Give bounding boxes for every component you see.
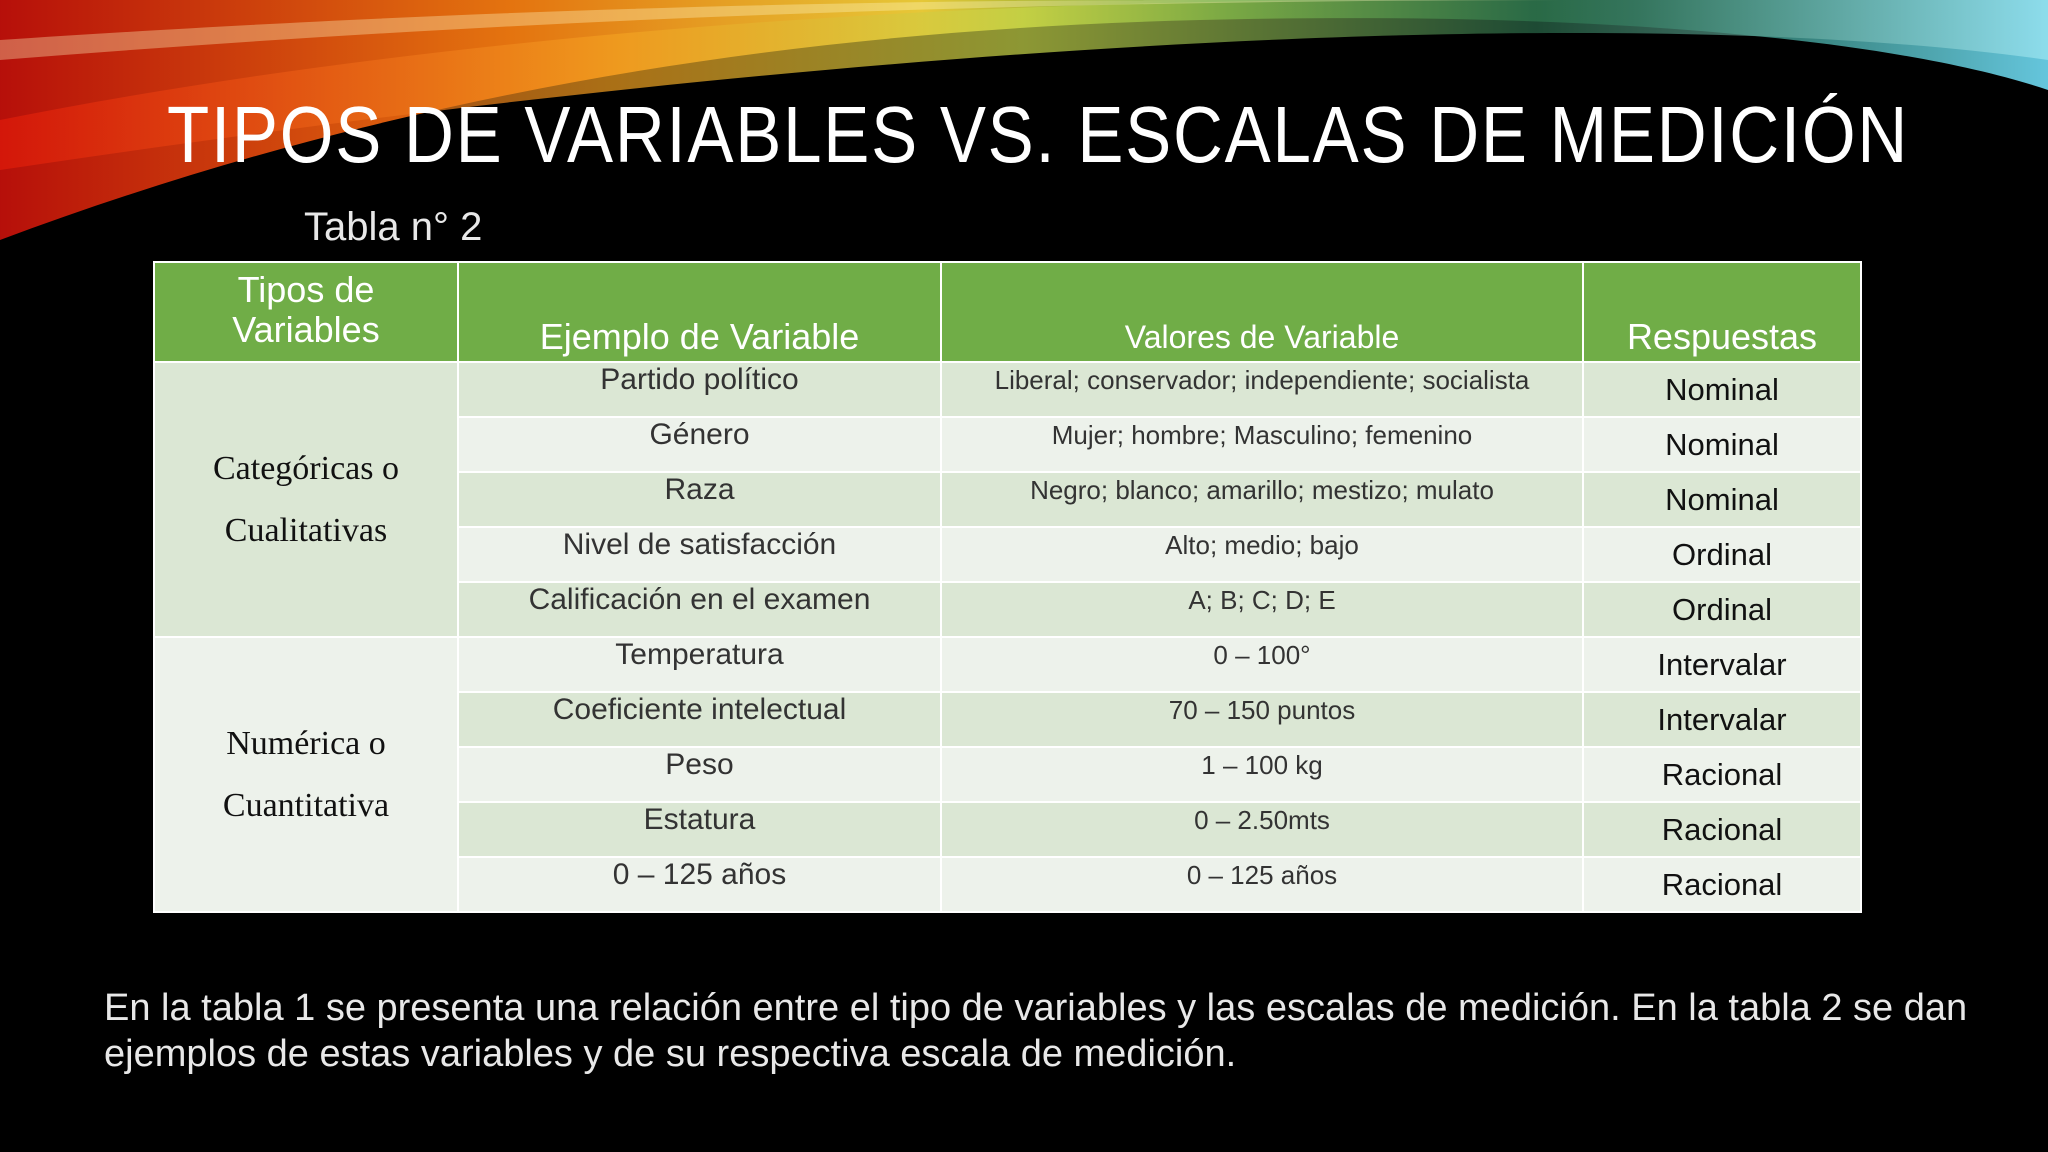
table-cell: Liberal; conservador; independiente; soc… <box>940 361 1584 418</box>
header-cell: Respuestas <box>1582 261 1862 363</box>
table-cell: Nivel de satisfacción <box>457 526 942 583</box>
table-cell: 0 – 125 años <box>457 856 942 913</box>
table-cell: Ordinal <box>1582 581 1862 638</box>
table-caption: Tabla n° 2 <box>304 205 483 249</box>
table-cell: Intervalar <box>1582 636 1862 693</box>
table-row: Estatura 0 – 2.50mts Racional <box>154 801 1862 858</box>
table-cell: Alto; medio; bajo <box>940 526 1584 583</box>
table-cell: 1 – 100 kg <box>940 746 1584 803</box>
table-cell: Intervalar <box>1582 691 1862 748</box>
table-cell: Negro; blanco; amarillo; mestizo; mulato <box>940 471 1584 528</box>
table-cell: Estatura <box>457 801 942 858</box>
table-cell: Nominal <box>1582 416 1862 473</box>
table: Tipos de Variables Ejemplo de Variable Val… <box>153 261 1862 913</box>
table-cell: Racional <box>1582 746 1862 803</box>
table-cell: 0 – 125 años <box>940 856 1584 913</box>
table-cell: 0 – 2.50mts <box>940 801 1584 858</box>
table-cell: A; B; C; D; E <box>940 581 1584 638</box>
table-body: Categóricas o Cualitativas Partido políti… <box>153 361 1862 913</box>
table-cell: Ordinal <box>1582 526 1862 583</box>
table-cell: Nominal <box>1582 361 1862 418</box>
table-cell: 0 – 100° <box>940 636 1584 693</box>
table-cell: Peso <box>457 746 942 803</box>
table-cell: Racional <box>1582 856 1862 913</box>
group-cell: Numérica o Cuantitativa <box>153 636 459 913</box>
table-row: Numérica o Cuantitativa Temperatura 0 – 10… <box>153 636 1862 913</box>
table-cell: Partido político <box>457 361 942 418</box>
table-head: Tipos de Variables Ejemplo de Variable Val… <box>153 261 1862 363</box>
table-row: Coeficiente intelectual 70 – 150 puntos In… <box>154 691 1862 748</box>
table-cell: Nominal <box>1582 471 1862 528</box>
table-cell: Coeficiente intelectual <box>457 691 942 748</box>
table-cell: Temperatura <box>457 636 942 693</box>
header-cell: Ejemplo de Variable <box>457 261 942 363</box>
table-cell: Calificación en el examen <box>457 581 942 638</box>
table-cell: Género <box>457 416 942 473</box>
table-row: Calificación en el examen A; B; C; D; E Or… <box>154 581 1862 638</box>
table-row: Raza Negro; blanco; amarillo; mestizo; mu… <box>154 471 1862 528</box>
swoosh <box>0 0 2048 170</box>
group-cell: Categóricas o Cualitativas <box>153 361 459 638</box>
header-cell: Valores de Variable <box>940 261 1584 363</box>
body-text: En la tabla 1 se presenta una relación e… <box>104 987 1968 1075</box>
table-row: Categóricas o Cualitativas Partido políti… <box>153 361 1862 638</box>
header-row: Tipos de Variables Ejemplo de Variable Val… <box>153 261 1862 363</box>
table-cell: 70 – 150 puntos <box>940 691 1584 748</box>
table-cell: Mujer; hombre; Masculino; femenino <box>940 416 1584 473</box>
swoosh <box>0 0 1600 60</box>
slide-title: TIPOS DE VARIABLES VS. ESCALAS DE MEDICI… <box>167 90 1909 179</box>
header-cell: Tipos de Variables <box>153 261 459 363</box>
table-cell: Raza <box>457 471 942 528</box>
table-row: 0 – 125 años 0 – 125 años Racional <box>154 856 1862 913</box>
table-row: Nivel de satisfacción Alto; medio; bajo Or… <box>154 526 1862 583</box>
decoration <box>0 0 2048 240</box>
table-cell: Racional <box>1582 801 1862 858</box>
title-area: TIPOS DE VARIABLES VS. ESCALAS DE MEDICI… <box>167 90 1909 179</box>
table-row: Género Mujer; hombre; Masculino; femenino… <box>154 416 1862 473</box>
table-row: Peso 1 – 100 kg Racional <box>154 746 1862 803</box>
